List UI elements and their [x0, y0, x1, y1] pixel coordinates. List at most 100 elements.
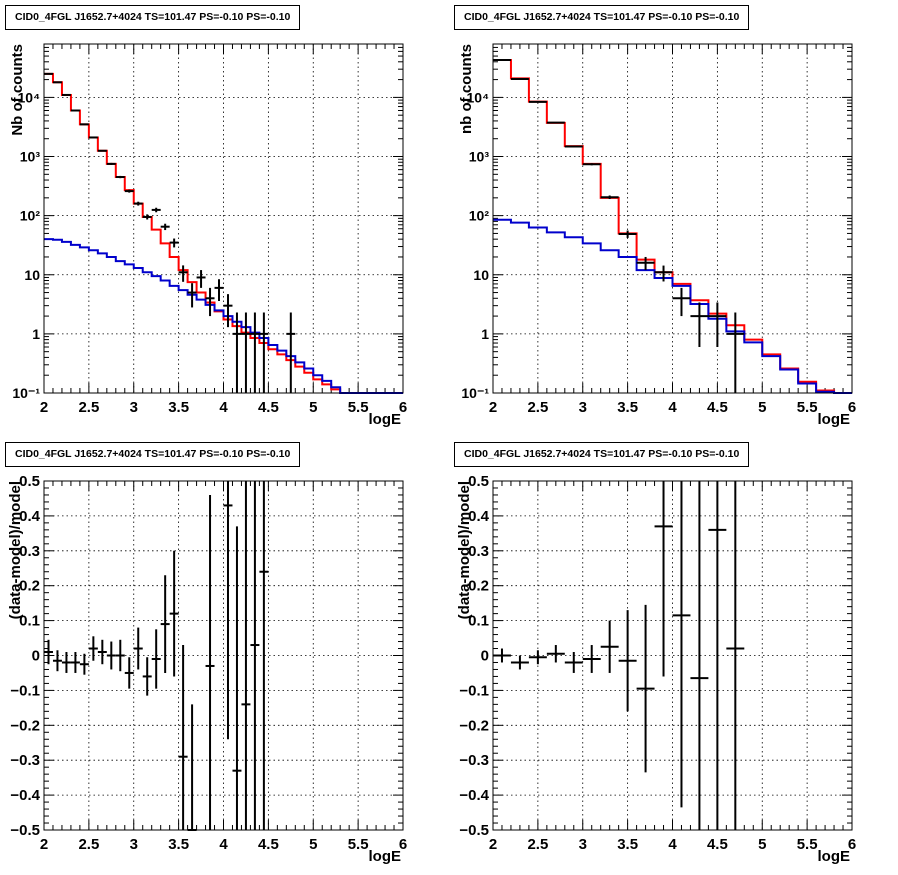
- y-axis-label: (data-model)/model: [7, 481, 24, 619]
- data-point: [115, 639, 125, 672]
- data-point: [259, 312, 269, 393]
- data-point: [726, 481, 745, 830]
- y-tick-label: 0.3: [19, 543, 40, 560]
- chart-plot: 2 2.5 3 3.5 4 4.5 5 5.5 6 10⁻¹ 1 10 10² 10³ 10⁴ logE Nb …: [9, 43, 407, 428]
- x-tick-label: 5.5: [797, 399, 818, 416]
- x-tick-label: 6: [848, 836, 856, 853]
- chart-panel-residual-right: 2 2.5 3 3.5 4 4.5 5 5.5 6 −0.5 −0.4 −0.3 −0.2 −0.1 0 0.…: [449, 437, 898, 874]
- data-point: [636, 256, 655, 271]
- chart-plot: 2 2.5 3 3.5 4 4.5 5 5.5 6 10⁻¹ 1 10 10² 10³ 10⁴ logE nb …: [458, 43, 856, 428]
- data-point: [654, 481, 673, 677]
- y-tick-label: 10⁴: [18, 89, 41, 105]
- y-tick-label: 1: [32, 326, 40, 342]
- x-tick-label: 6: [399, 399, 407, 416]
- data-point: [133, 627, 143, 670]
- grid: [43, 44, 404, 394]
- y-tick-label: 0.2: [468, 578, 489, 595]
- data-point: [250, 481, 260, 830]
- grid: [43, 480, 404, 831]
- x-tick-label: 3: [579, 399, 587, 416]
- y-tick-label: 10: [473, 267, 489, 283]
- chart-panel-residual-left: 2 2.5 3 3.5 4 4.5 5 5.5 6 −0.5 −0.4 −0.3 −0.2 −0.1 0 0.…: [0, 437, 449, 874]
- data-point: [52, 81, 62, 84]
- y-tick-label: 1: [481, 326, 489, 342]
- x-tick-label: 2.5: [527, 399, 548, 416]
- y-tick-label: 0.4: [468, 508, 490, 525]
- x-tick-label: 2.5: [78, 399, 99, 416]
- data-point: [510, 77, 529, 80]
- y-axis-label: (data-model)/model: [456, 481, 473, 619]
- x-tick-label: 5.5: [348, 836, 369, 853]
- data-point: [672, 287, 691, 317]
- data-point: [79, 653, 89, 675]
- x-tick-label: 3.5: [617, 836, 638, 853]
- chart-plot: 2 2.5 3 3.5 4 4.5 5 5.5 6 −0.5 −0.4 −0.3 −0.2 −0.1 0 0.…: [456, 473, 856, 865]
- data-point: [510, 655, 529, 670]
- data-point: [582, 645, 601, 673]
- data-point: [124, 189, 134, 193]
- x-tick-label: 3.5: [168, 399, 189, 416]
- plot-frame: [492, 480, 853, 831]
- plot-frame: [43, 480, 404, 831]
- x-tick-label: 5: [758, 399, 766, 416]
- y-tick-label: −0.2: [10, 717, 40, 734]
- y-tick-label: 0.1: [468, 613, 489, 630]
- x-tick-label: 4.5: [707, 399, 728, 416]
- data-point: [70, 109, 80, 112]
- x-tick-label: 3.5: [617, 399, 638, 416]
- data-point: [214, 279, 224, 301]
- x-tick-label: 2: [40, 836, 48, 853]
- data-point: [79, 123, 89, 126]
- grid: [492, 44, 853, 394]
- model-background-histogram: [493, 218, 852, 394]
- data-point: [169, 550, 179, 677]
- x-tick-label: 3: [579, 836, 587, 853]
- data-point: [690, 481, 709, 830]
- data-point: [196, 270, 206, 288]
- y-tick-label: 0.3: [468, 543, 489, 560]
- x-tick-label: 2: [40, 399, 48, 416]
- y-tick-label: 0: [481, 648, 489, 665]
- data-point: [708, 481, 727, 830]
- y-tick-label: 0.1: [19, 613, 40, 630]
- data-point: [286, 312, 296, 393]
- data-point: [106, 641, 116, 670]
- model-background-histogram: [44, 238, 403, 394]
- y-tick-label: 10: [24, 267, 40, 283]
- data-point: [654, 265, 673, 282]
- y-tick-label: −0.2: [459, 717, 489, 734]
- x-tick-label: 4: [219, 836, 228, 853]
- data-point: [618, 610, 637, 712]
- x-tick-label: 3: [130, 836, 138, 853]
- data-point: [106, 162, 116, 165]
- axis-ticks: [492, 43, 853, 394]
- chart-title: CID0_4FGL J1652.7+4024 TS=101.47 PS=-0.1…: [454, 442, 750, 467]
- data-point: [151, 207, 161, 213]
- data-point: [546, 121, 565, 124]
- x-axis-label: logE: [818, 848, 851, 865]
- y-tick-label: −0.3: [459, 752, 489, 769]
- x-tick-label: 2.5: [78, 836, 99, 853]
- y-tick-label: 10³: [20, 149, 41, 165]
- y-tick-label: 0.5: [19, 473, 40, 490]
- data-point: [88, 636, 98, 661]
- data-point: [44, 639, 53, 665]
- model-total-histogram: [493, 58, 852, 394]
- chart-title: CID0_4FGL J1652.7+4024 TS=101.47 PS=-0.1…: [5, 5, 301, 30]
- y-tick-label: 10⁻¹: [461, 385, 489, 401]
- data-point: [142, 657, 152, 696]
- data-point: [708, 302, 727, 347]
- x-tick-label: 5: [309, 399, 317, 416]
- data-point: [160, 575, 170, 673]
- data-point: [187, 704, 197, 831]
- data-point: [528, 100, 547, 103]
- data-point: [160, 223, 170, 231]
- grid: [492, 480, 853, 831]
- data-point: [564, 652, 583, 673]
- x-axis-label: logE: [369, 411, 402, 428]
- data-point: [636, 604, 655, 773]
- data-point: [618, 230, 637, 238]
- y-axis-label: Nb of counts: [9, 44, 26, 136]
- axis-ticks: [43, 480, 404, 831]
- y-tick-label: 10⁻¹: [12, 385, 40, 401]
